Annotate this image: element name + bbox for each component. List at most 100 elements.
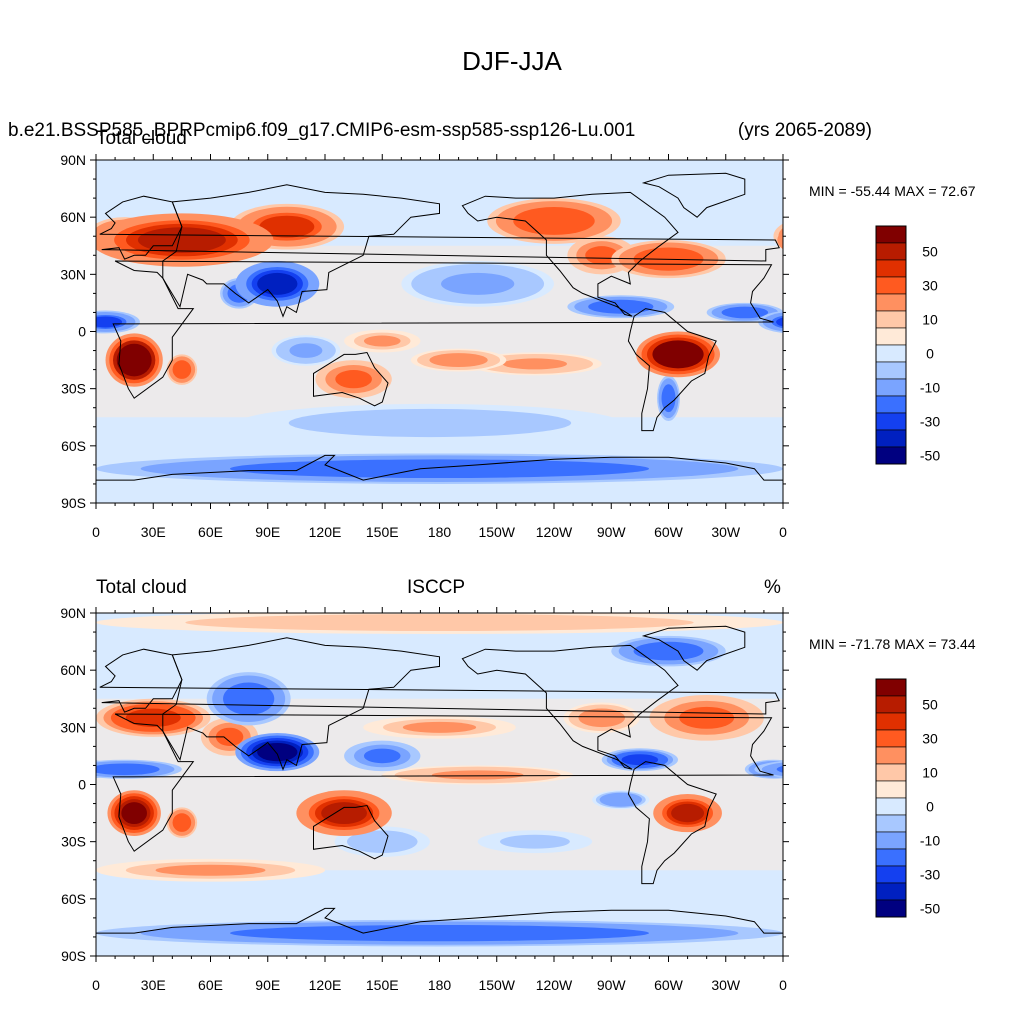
lon-tick-label: 90W [597, 977, 627, 993]
contour-level [726, 307, 764, 318]
lon-tick-label: 60W [654, 977, 684, 993]
contour-level [595, 301, 647, 313]
lon-tick-label: 60E [198, 977, 223, 993]
colorbar-1: 50 30 10 0 -10 -30 -50 [875, 225, 940, 465]
lat-tick-label: 60N [60, 209, 86, 225]
contour-level [507, 836, 563, 848]
lat-tick-label: 90N [60, 605, 86, 621]
colorbar-swatch [875, 395, 907, 414]
colorbar-swatch [875, 695, 907, 714]
europe-coastline [99, 195, 780, 262]
colorbar-swatch [875, 814, 907, 833]
contour-level [363, 748, 401, 764]
contour-level [257, 742, 298, 762]
contour-level [125, 708, 181, 727]
contour-field [0, 160, 839, 503]
colorbar-swatch [875, 446, 907, 465]
lat-tick-label: 30N [60, 266, 86, 282]
panel1-left-title: Total cloud [96, 128, 187, 149]
antarctica-coastline [96, 907, 783, 956]
contour-level [778, 227, 783, 245]
panel2-center-title: ISCCP [407, 577, 466, 598]
colorbar-swatch [875, 899, 907, 918]
map-panel-1: 90N 60N 30N 0 30S 60S 90S 0 30E 60E 90E 120E 150E 180… [0, 152, 839, 540]
contour-level [671, 803, 705, 823]
colorbar-2: 50 30 10 0 -10 -30 -50 [875, 678, 940, 918]
africa-coastline [800, 714, 1024, 851]
contour-level [431, 770, 524, 780]
colorbar-swatch [875, 429, 907, 448]
anomaly-cell [239, 403, 621, 443]
colorbar-label: -30 [920, 414, 940, 430]
lon-tick-label: 90W [597, 524, 627, 540]
colorbar-swatch [875, 882, 907, 901]
contour-level [607, 795, 635, 805]
coastlines [96, 625, 1024, 956]
lat-tick-label: 0 [78, 324, 86, 340]
contour-level [274, 926, 605, 940]
lat-tick-label: 60N [60, 662, 86, 678]
lat-tick-label: 30S [61, 834, 86, 850]
anomaly-cell [107, 790, 161, 836]
colorbar-swatch [875, 848, 907, 867]
colorbar-label: -10 [920, 380, 940, 396]
anomaly-cell [611, 635, 726, 667]
anomaly-cell [315, 360, 392, 399]
lat-tick-label: 30N [60, 719, 86, 735]
lon-tick-label: 30W [711, 977, 741, 993]
colorbar-swatch [875, 763, 907, 782]
anomaly-cell [592, 790, 650, 810]
contour-level [783, 920, 1024, 947]
contour-level [215, 727, 244, 747]
colorbar-label: -30 [920, 867, 940, 883]
contour-level [0, 920, 96, 947]
colorbar-label: 50 [922, 244, 938, 260]
colorbar-label: 30 [922, 731, 938, 747]
contour-level [783, 222, 839, 250]
contour-level [585, 246, 619, 265]
anomaly-cell [96, 213, 783, 267]
lon-tick-label: 150E [366, 524, 399, 540]
anomaly-cell [636, 331, 721, 378]
anomaly-cell [567, 295, 675, 319]
lon-tick-label: 120W [536, 524, 573, 540]
lon-tick-label: 120W [536, 977, 573, 993]
colorbar-swatch [875, 361, 907, 380]
contour-level [137, 227, 226, 253]
colorbar-swatch [875, 412, 907, 431]
contour-level [435, 354, 482, 366]
contour-level [776, 317, 783, 327]
anomaly-cell [401, 260, 554, 307]
anomaly-cell [601, 748, 679, 772]
lon-tick-label: 60W [654, 524, 684, 540]
colorbar-label: -50 [920, 448, 940, 464]
coastlines [96, 172, 783, 503]
period-label: (yrs 2065-2089) [737, 120, 872, 141]
colorbar-swatch [875, 780, 907, 799]
colorbar-swatch [875, 831, 907, 850]
contour-level [120, 347, 148, 373]
lat-tick-label: 90N [60, 152, 86, 168]
colorbar-swatch [875, 327, 907, 346]
anomaly-cell [477, 830, 593, 854]
lat-tick-label: 0 [78, 777, 86, 793]
lat-tick-label: 60S [61, 891, 86, 907]
anomaly-cell [235, 260, 320, 307]
panel2-left-title: Total cloud [96, 577, 187, 598]
contour-level [289, 343, 323, 358]
africa-coastline [112, 713, 774, 852]
greenland-coastline [641, 625, 746, 671]
colorbar-swatch [875, 746, 907, 765]
lon-tick-label: 0 [92, 977, 100, 993]
contour-field [0, 613, 1024, 956]
contour-level [0, 453, 96, 483]
australia-coastline [1001, 806, 1024, 859]
panel2-min-max: MIN = -71.78 MAX = 73.44 [809, 636, 976, 652]
colorbar-label: -50 [920, 901, 940, 917]
contour-level [769, 764, 783, 775]
contour-level [402, 721, 477, 733]
colorbar-swatch [875, 225, 907, 244]
australia-coastline [313, 804, 389, 860]
lon-tick-label: 90E [255, 524, 280, 540]
